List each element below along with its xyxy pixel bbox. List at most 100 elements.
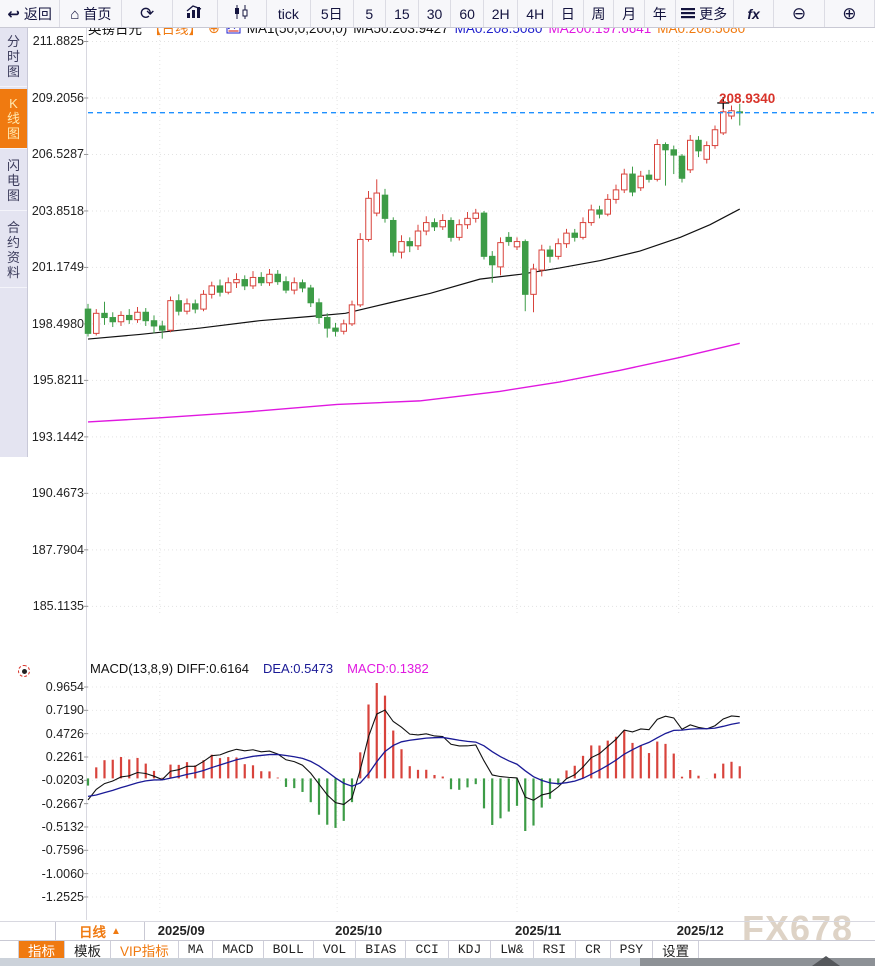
xaxis-row: 日线 ▲ [0,921,875,941]
macd-axis-label: -0.7596 [41,843,84,858]
toolbar-item-period-60[interactable]: 60 [451,0,484,27]
toolbar-item-label: 日 [560,5,575,22]
macd-axis-label: 0.2261 [45,749,84,764]
sidebar-item-label: 分时图 [6,34,20,79]
toolbar-item-period-year[interactable]: 年 [645,0,676,27]
xaxis-label: 2025/11 [515,923,562,938]
indicator-settings-icon[interactable] [18,665,32,679]
price-axis-label: 211.8825 [32,34,84,49]
toolbar-item-fx[interactable]: fx [734,0,775,27]
zoom-in-icon: ⊕ [842,4,857,23]
sidebar-item-contract-info[interactable]: 合约资料 [0,213,27,288]
sidebar-item-lightning-chart[interactable]: 闪电图 [0,151,27,211]
taskbar-fragment[interactable] [640,958,875,966]
line-chart-icon [186,5,204,22]
toolbar-item-more[interactable]: 更多 [676,0,734,27]
price-axis-label: 195.8211 [32,373,84,388]
sidebar-item-label: 闪电图 [6,158,20,203]
tab-boll[interactable]: BOLL [264,941,314,958]
price-axis-label: 206.5287 [31,147,84,162]
more-icon [681,6,696,22]
tab-vol[interactable]: VOL [314,941,357,958]
toolbar-item-label: tick [277,5,299,22]
toolbar-item-label: 5 [365,5,374,22]
tab-ma[interactable]: MA [179,941,214,958]
top-toolbar: ↩ 返回 ⌂ 首页 ⟳ tick 5日 5 15 30 60 2H 4H 日周月年更多 fx ⊖ ⊕ [0,0,875,28]
toolbar-item-period-2h[interactable]: 2H [484,0,519,27]
taskbar-arrow-icon[interactable] [812,956,840,966]
toolbar-item-candle-chart[interactable] [218,0,267,27]
toolbar-item-period-4h[interactable]: 4H [518,0,554,27]
dea-value: DEA:0.5473 [262,661,334,676]
macd-axis-label: 0.9654 [45,680,84,694]
candle-chart-icon [234,5,250,22]
toolbar-item-tick[interactable]: tick [267,0,312,27]
fx-icon: fx [747,5,760,22]
tab-lw[interactable]: LW& [491,941,534,958]
tab-rsi[interactable]: RSI [534,941,577,958]
sidebar-item-label: 合约资料 [6,220,20,280]
toolbar-item-label: 周 [591,5,606,22]
indicator-tab-bar: 指标 模板 VIP指标 MA MACD BOLL VOL BIAS CCI KDJ LW& RSI CR… [0,940,875,959]
toolbar-item-home[interactable]: ⌂ 首页 [60,0,123,27]
toolbar-item-label: 30 [426,5,443,22]
macd-header: MACD(13,8,9) DIFF:0.6164 DEA:0.5473 MACD… [90,661,429,677]
toolbar-item-label: 年 [652,5,667,22]
macd-axis-label: -0.0203 [41,773,84,788]
toolbar-item-period-5[interactable]: 5 [354,0,387,27]
toolbar-item-label: 首页 [83,5,112,22]
zoom-out-icon: ⊖ [791,4,807,23]
toolbar-item-period-month[interactable]: 月 [614,0,645,27]
macd-value: MACD:0.1382 [347,661,429,676]
macd-axis-label: -1.2525 [41,889,84,904]
tab-bias[interactable]: BIAS [356,941,407,958]
tab-macd[interactable]: MACD [213,941,264,958]
toolbar-item-label: 更多 [699,5,728,22]
tab-psy[interactable]: PSY [611,941,654,958]
toolbar-item-back[interactable]: ↩ 返回 [0,0,61,27]
sidebar-item-kline-chart[interactable]: K线图 [0,89,27,149]
toolbar-item-refresh[interactable]: ⟳ [122,0,173,27]
price-axis-label: 185.1135 [32,599,84,614]
toolbar-item-period-15[interactable]: 15 [386,0,419,27]
price-axis-label: 203.8518 [31,203,84,218]
tab-indicators[interactable]: 指标 [18,941,65,959]
tab-templates[interactable]: 模板 [65,941,111,959]
price-axis-label: 187.7904 [31,542,84,557]
toolbar-item-label: 4H [526,5,545,22]
xaxis-label: 2025/10 [335,923,383,938]
toolbar-item-zoom-out[interactable]: ⊖ [774,0,825,27]
macd-axis-label: -0.5132 [41,819,84,834]
period-selector-label: 日线 [79,925,107,940]
left-sidebar: 分时图 K线图闪电图合约资料 [0,27,28,457]
tab-settings[interactable]: 设置 [653,941,700,959]
toolbar-item-period-30[interactable]: 30 [419,0,452,27]
toolbar-item-line-chart[interactable] [173,0,219,27]
toolbar-item-zoom-in[interactable]: ⊕ [825,0,875,27]
tab-vip-indicators[interactable]: VIP指标 [111,941,179,959]
sidebar-item-label: K线图 [6,96,20,141]
current-price-label: 208.9340 [719,91,776,106]
toolbar-item-label: 5日 [320,5,343,22]
toolbar-item-period-week[interactable]: 周 [584,0,615,27]
price-axis-label: 190.4673 [31,486,84,501]
toolbar-item-label: 月 [622,5,637,22]
xaxis-label: 2025/12 [676,923,724,938]
tab-cr[interactable]: CR [576,941,611,958]
price-axis-label: 198.4980 [31,316,84,331]
macd-axis-label: -0.2667 [41,796,84,811]
sidebar-item-time-chart[interactable]: 分时图 [0,27,27,87]
refresh-icon: ⟳ [140,4,155,23]
price-axis-label: 193.1442 [31,429,84,444]
triangle-up-icon: ▲ [111,925,121,937]
toolbar-item-period-day[interactable]: 日 [553,0,584,27]
toolbar-item-period-5d[interactable]: 5日 [311,0,354,27]
tab-kdj[interactable]: KDJ [449,941,492,958]
macd-axis-label: 0.7190 [45,703,84,718]
home-icon: ⌂ [70,5,80,23]
price-axis-label: 209.2056 [31,90,84,105]
period-selector[interactable]: 日线 ▲ [55,922,145,941]
tab-cci[interactable]: CCI [406,941,449,958]
